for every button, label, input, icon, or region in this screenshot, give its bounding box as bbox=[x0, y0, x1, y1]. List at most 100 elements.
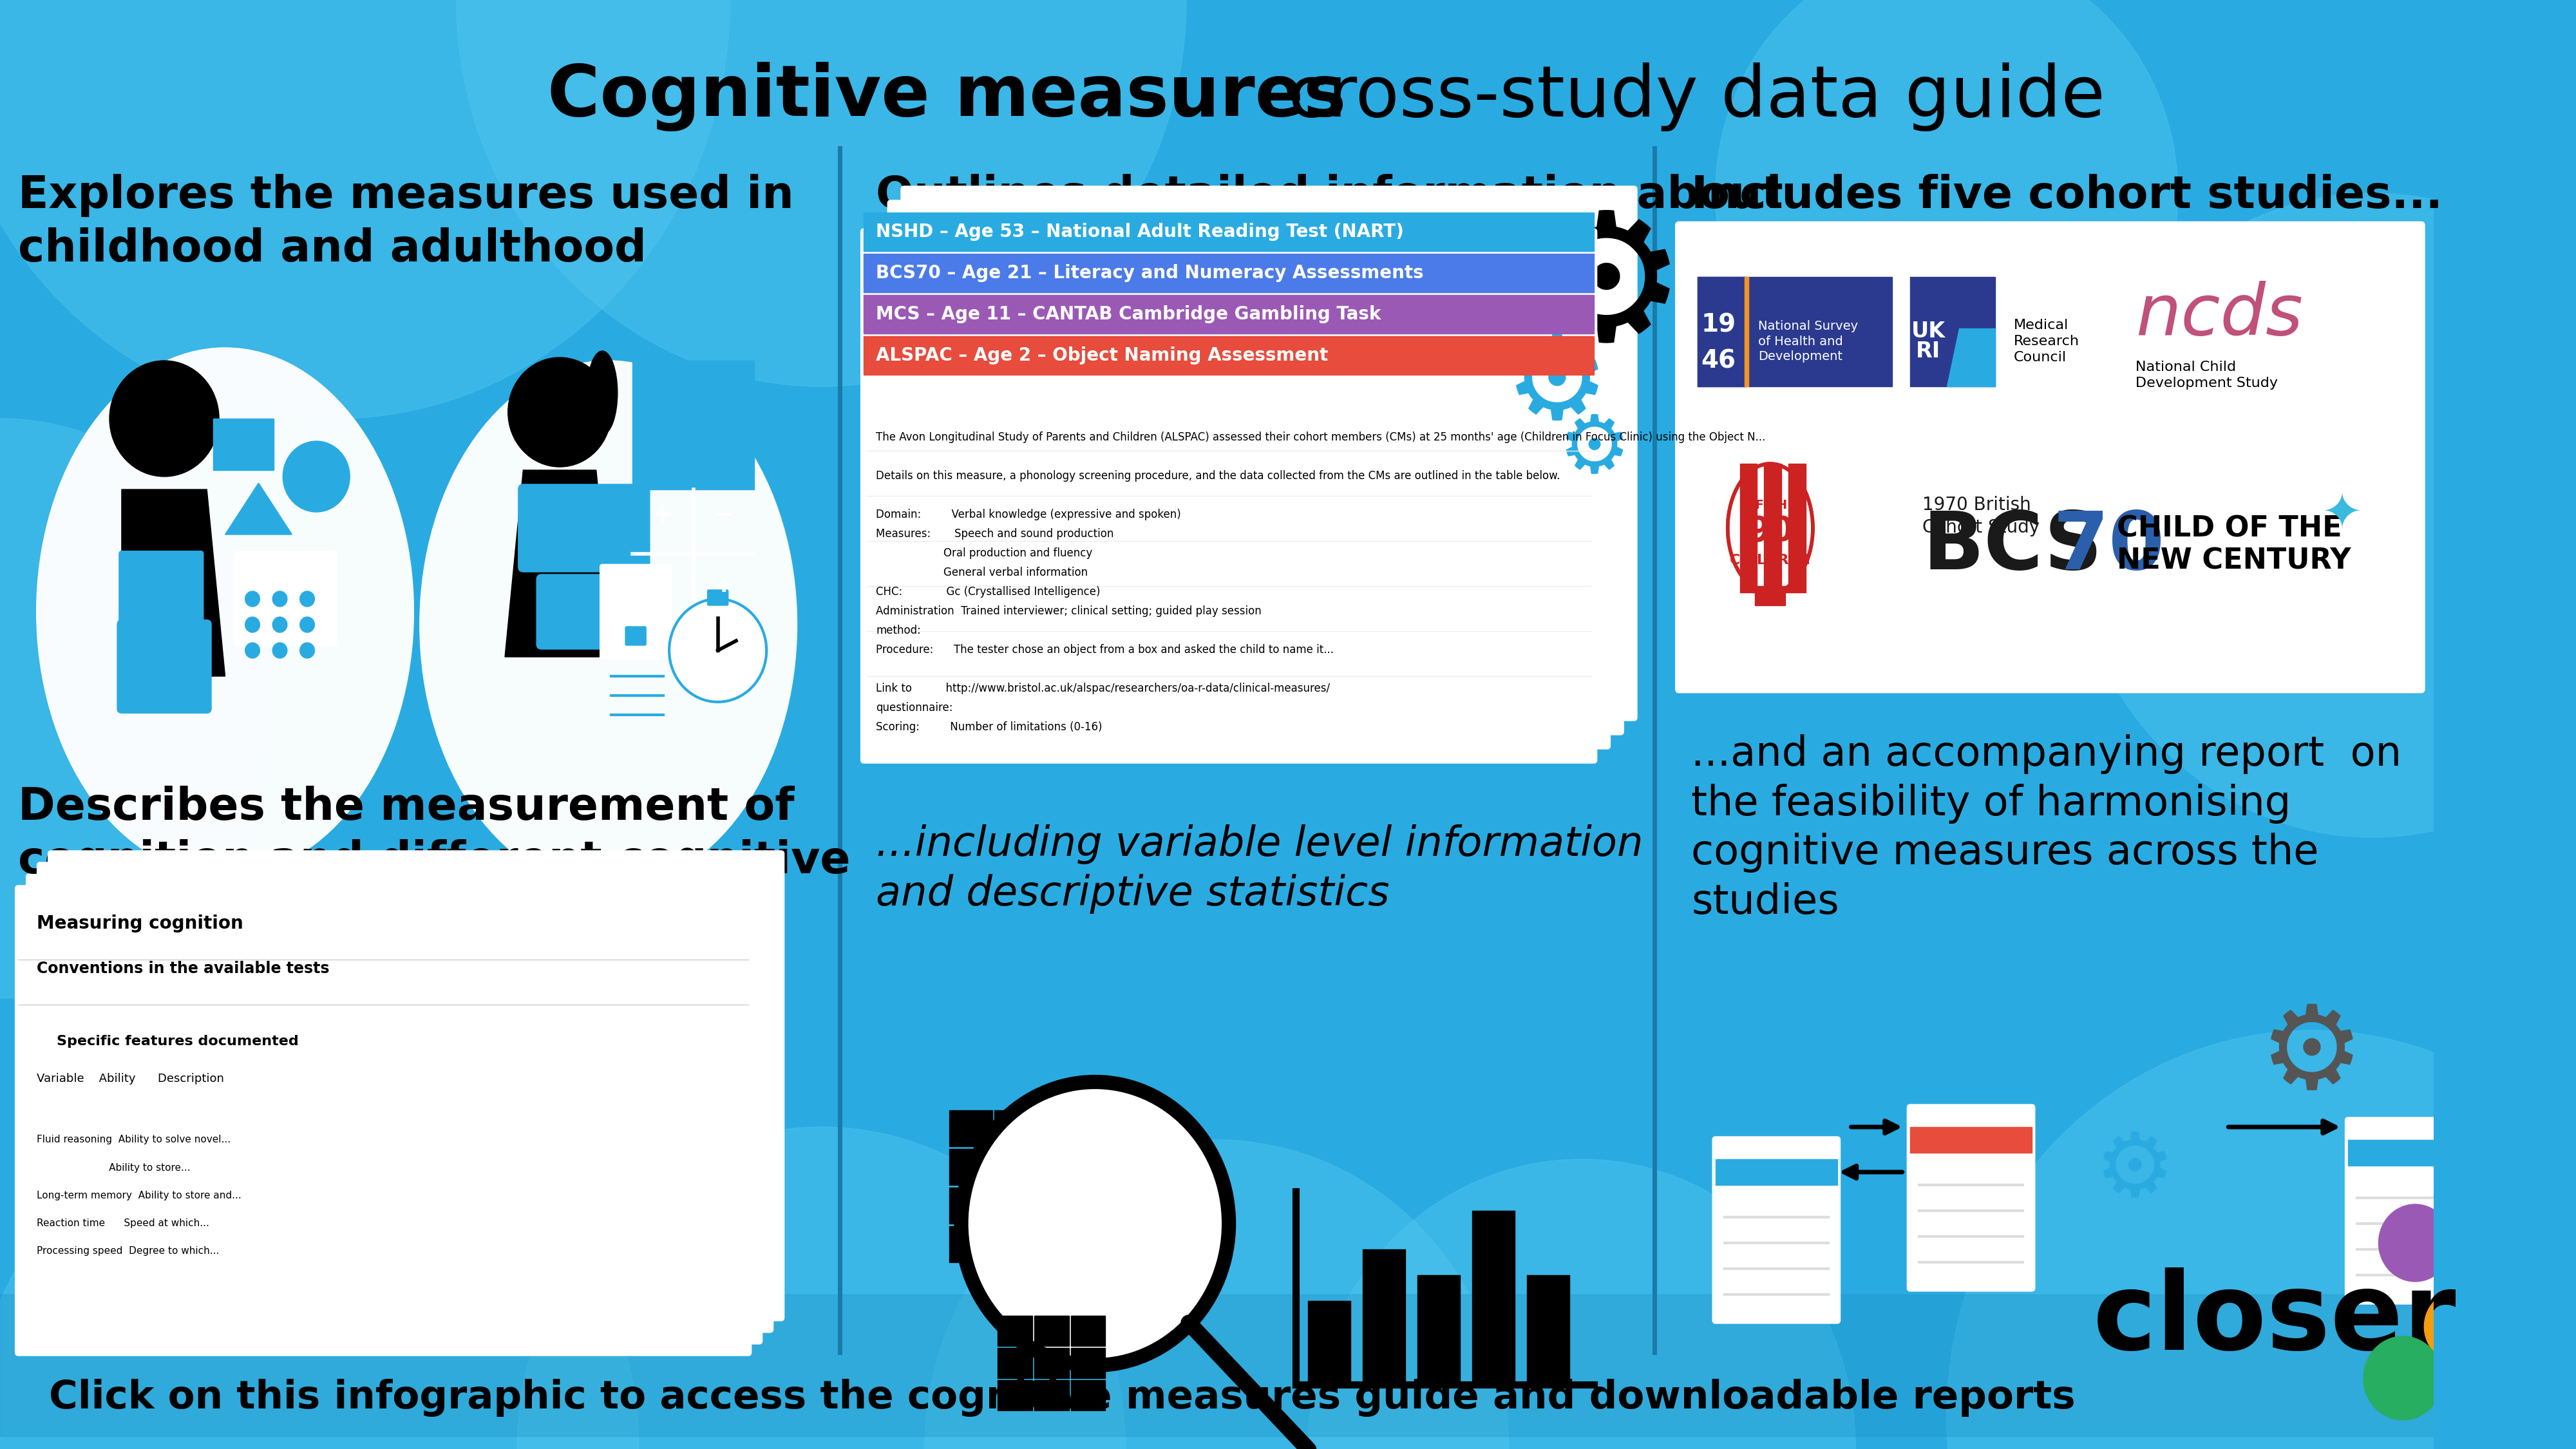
Text: Administration  Trained interviewer; clinical setting; guided play session: Administration Trained interviewer; clin… bbox=[876, 606, 1262, 617]
Bar bbox=[1752, 587, 1788, 593]
Text: ⚙: ⚙ bbox=[1504, 330, 1610, 443]
FancyBboxPatch shape bbox=[1713, 1136, 1839, 1323]
Circle shape bbox=[245, 643, 260, 658]
Text: Explores the measures used in
childhood and adulthood: Explores the measures used in childhood … bbox=[18, 174, 793, 271]
FancyBboxPatch shape bbox=[1906, 1104, 2035, 1291]
Text: ⚙: ⚙ bbox=[1558, 412, 1631, 490]
Ellipse shape bbox=[36, 348, 415, 875]
Circle shape bbox=[925, 1140, 1510, 1449]
Bar bbox=[1087, 1110, 1128, 1146]
Text: ⚙: ⚙ bbox=[1803, 1026, 1909, 1139]
Bar bbox=[863, 336, 1595, 375]
Bar bbox=[1072, 1316, 1105, 1346]
Text: Conventions in the available tests: Conventions in the available tests bbox=[36, 961, 330, 977]
Circle shape bbox=[273, 617, 286, 632]
Circle shape bbox=[2069, 193, 2576, 838]
Text: Outlines detailed information about
each cognitive test...: Outlines detailed information about each… bbox=[876, 174, 1783, 271]
Bar bbox=[1911, 1127, 2032, 1153]
Bar bbox=[997, 1316, 1033, 1346]
Text: Reaction time      Speed at which...: Reaction time Speed at which... bbox=[36, 1219, 209, 1229]
Text: ...and an accompanying report  on
the feasibility of harmonising
cognitive measu: ...and an accompanying report on the fea… bbox=[1692, 735, 2401, 922]
Text: 1970 British
Cohort Study: 1970 British Cohort Study bbox=[1922, 496, 2040, 536]
Text: closer: closer bbox=[2092, 1268, 2458, 1372]
FancyBboxPatch shape bbox=[1677, 222, 2424, 693]
Polygon shape bbox=[121, 490, 224, 677]
Circle shape bbox=[507, 358, 611, 467]
Text: 90: 90 bbox=[1747, 514, 1793, 548]
Bar bbox=[1911, 277, 1996, 387]
Bar bbox=[1698, 277, 1891, 387]
Text: ncds: ncds bbox=[2136, 281, 2303, 351]
Circle shape bbox=[0, 1095, 639, 1449]
Bar bbox=[1041, 1226, 1084, 1262]
Text: ⚙: ⚙ bbox=[1525, 203, 1687, 377]
Bar bbox=[1528, 1275, 1569, 1385]
Text: 70: 70 bbox=[2053, 509, 2166, 587]
Text: Fluid reasoning  Ability to solve novel...: Fluid reasoning Ability to solve novel..… bbox=[36, 1135, 229, 1145]
Text: Long-term memory  Ability to store and...: Long-term memory Ability to store and... bbox=[36, 1191, 242, 1200]
Text: The Avon Longitudinal Study of Parents and Children (ALSPAC) assessed their coho: The Avon Longitudinal Study of Parents a… bbox=[876, 432, 1765, 443]
Bar bbox=[994, 1149, 1038, 1185]
Bar bbox=[1739, 464, 1757, 593]
Bar bbox=[1363, 1249, 1406, 1385]
Bar bbox=[994, 1188, 1038, 1223]
Circle shape bbox=[111, 361, 219, 477]
Text: NSHD – Age 53 – National Adult Reading Test (NART): NSHD – Age 53 – National Adult Reading T… bbox=[876, 223, 1404, 241]
Text: Medical
Research
Council: Medical Research Council bbox=[2014, 319, 2079, 364]
Bar bbox=[2349, 1140, 2470, 1165]
Text: questionnaire:: questionnaire: bbox=[876, 701, 953, 713]
Text: cross-study data guide: cross-study data guide bbox=[1265, 62, 2105, 130]
Circle shape bbox=[299, 643, 314, 658]
Circle shape bbox=[518, 1127, 1126, 1449]
Bar bbox=[994, 1226, 1038, 1262]
Circle shape bbox=[0, 0, 729, 419]
Bar bbox=[1087, 1226, 1128, 1262]
Bar bbox=[1033, 1379, 1069, 1410]
Text: ...including variable level information
and descriptive statistics: ...including variable level information … bbox=[876, 824, 1643, 914]
Text: ALSPAC – Age 2 – Object Naming Assessment: ALSPAC – Age 2 – Object Naming Assessmen… bbox=[876, 346, 1329, 365]
FancyBboxPatch shape bbox=[902, 185, 1636, 720]
FancyBboxPatch shape bbox=[234, 552, 337, 646]
Text: Specific features documented: Specific features documented bbox=[36, 1035, 299, 1048]
Text: UK
RI: UK RI bbox=[1911, 320, 1945, 362]
Bar bbox=[1716, 1159, 1837, 1185]
Text: Processing speed  Degree to which...: Processing speed Degree to which... bbox=[36, 1246, 219, 1256]
Bar bbox=[1087, 1149, 1128, 1185]
Text: −: − bbox=[714, 503, 734, 527]
Bar bbox=[1041, 1149, 1084, 1185]
Text: Ability to store...: Ability to store... bbox=[36, 1162, 191, 1172]
Circle shape bbox=[456, 0, 1188, 387]
Text: ⚙: ⚙ bbox=[2094, 1129, 2174, 1216]
Circle shape bbox=[283, 440, 350, 511]
Bar bbox=[948, 1110, 992, 1146]
Bar bbox=[948, 1188, 992, 1223]
Bar bbox=[1698, 277, 1747, 387]
FancyBboxPatch shape bbox=[116, 620, 211, 713]
Text: National Survey
of Health and
Development: National Survey of Health and Developmen… bbox=[1757, 320, 1857, 362]
Text: BCS70 – Age 21 – Literacy and Numeracy Assessments: BCS70 – Age 21 – Literacy and Numeracy A… bbox=[876, 264, 1425, 283]
Circle shape bbox=[245, 591, 260, 607]
Bar bbox=[1033, 1348, 1069, 1378]
Polygon shape bbox=[1947, 329, 1996, 387]
Text: Describes the measurement of
cognition and different cognitive
tests: Describes the measurement of cognition a… bbox=[18, 785, 850, 936]
Circle shape bbox=[273, 643, 286, 658]
Bar bbox=[997, 1348, 1033, 1378]
Text: OF THE: OF THE bbox=[1744, 500, 1795, 511]
Text: Measuring cognition: Measuring cognition bbox=[36, 914, 242, 933]
FancyBboxPatch shape bbox=[214, 419, 273, 469]
Circle shape bbox=[299, 591, 314, 607]
Bar bbox=[1788, 464, 1806, 593]
Bar bbox=[1309, 1301, 1350, 1385]
Text: ÷: ÷ bbox=[714, 574, 734, 598]
Circle shape bbox=[1947, 1030, 2576, 1449]
FancyBboxPatch shape bbox=[518, 484, 649, 572]
Text: method:: method: bbox=[876, 625, 922, 636]
Text: Domain:         Verbal knowledge (expressive and spoken): Domain: Verbal knowledge (expressive and… bbox=[876, 509, 1182, 520]
Bar bbox=[863, 296, 1595, 333]
Text: s: s bbox=[1790, 525, 1801, 543]
Text: Scoring:         Number of limitations (0-16): Scoring: Number of limitations (0-16) bbox=[876, 722, 1103, 733]
Circle shape bbox=[273, 591, 286, 607]
Text: Cognitive measures: Cognitive measures bbox=[549, 62, 1347, 132]
Bar bbox=[1087, 1188, 1128, 1223]
FancyBboxPatch shape bbox=[49, 851, 783, 1321]
